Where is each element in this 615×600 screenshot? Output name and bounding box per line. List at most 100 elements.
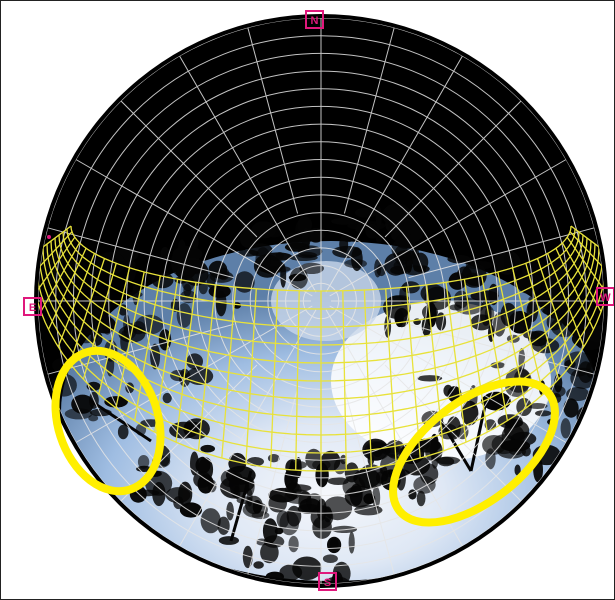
compass-marker-west: W	[596, 287, 614, 306]
polar-grid-spoke	[384, 364, 522, 502]
tree-canopy	[38, 203, 604, 584]
foliage-blob	[493, 312, 506, 337]
polar-grid-spoke	[75, 305, 313, 443]
foliage-blob	[266, 227, 283, 238]
compass-label-north: N	[311, 15, 319, 27]
foliage-blob	[228, 476, 255, 493]
foliage-blob	[447, 254, 471, 264]
foliage-blob	[173, 496, 184, 510]
foliage-blob	[160, 246, 170, 262]
foliage-blob	[260, 541, 279, 564]
sun-path-hour-line	[566, 236, 604, 294]
foliage-blob	[566, 387, 590, 401]
foliage-blob	[518, 348, 526, 372]
sun-path-hour-line	[405, 287, 421, 459]
foliage-blob	[117, 424, 129, 440]
foliage-blob	[308, 228, 324, 243]
foliage-blob	[64, 335, 75, 347]
foliage-blob	[598, 441, 604, 455]
sun-path-hour-line	[221, 287, 237, 459]
foliage-blob	[239, 228, 257, 248]
polar-grid-spoke	[329, 305, 567, 443]
polar-grid-spoke	[247, 388, 299, 575]
foliage-blob	[527, 403, 548, 409]
foliage-blob	[344, 485, 374, 508]
foliage-blob	[289, 267, 308, 290]
sun-path-hour-line	[546, 253, 585, 348]
sun-path-hour-line	[47, 247, 87, 330]
foliage-blob	[394, 308, 410, 328]
foliage-blob	[88, 414, 99, 422]
foliage-blob	[484, 419, 497, 431]
foliage-blob	[297, 216, 313, 233]
polar-grid-spoke	[75, 159, 313, 297]
foliage-blob	[585, 325, 604, 343]
sun-path-hour-line	[57, 253, 96, 348]
foliage-blob	[71, 394, 94, 414]
foliage-blob	[274, 527, 284, 535]
tree-branch	[229, 470, 253, 542]
sun-path-hour-line	[426, 284, 445, 451]
foliage-blob	[135, 314, 164, 335]
foliage-blob	[280, 263, 287, 288]
foliage-blob	[344, 462, 359, 483]
compass-marker-north: N	[305, 10, 324, 29]
foliage-blob	[358, 464, 385, 490]
sun-path-hour-line	[40, 242, 81, 312]
foliage-blob	[226, 501, 234, 521]
foliage-blob	[217, 516, 230, 535]
foliage-blob	[193, 471, 212, 488]
foliage-blob	[263, 252, 293, 261]
compass-label-west: W	[600, 292, 611, 304]
foliage-blob	[215, 290, 227, 317]
sun-path-hour-line	[555, 247, 595, 330]
sun-path-hour-line	[197, 284, 216, 451]
foliage-blob	[586, 362, 594, 378]
foliage-blob	[288, 535, 299, 553]
sun-path-hour-line	[481, 275, 509, 421]
compass-marker-east: E	[23, 297, 42, 316]
sun-path-hour-line	[38, 225, 72, 257]
foliage-blob	[86, 381, 101, 391]
foliage-blob	[208, 260, 228, 278]
foliage-blob	[585, 424, 595, 445]
foliage-blob	[191, 234, 199, 250]
polar-grid-spoke	[343, 388, 395, 575]
compass-marker-south: S	[318, 572, 337, 591]
foliage-blob	[332, 245, 362, 258]
foliage-blob	[312, 516, 332, 539]
foliage-blob	[207, 479, 217, 493]
foliage-blob	[372, 486, 381, 509]
polar-grid-spoke	[408, 227, 595, 279]
polar-grid-spoke	[343, 27, 395, 214]
foliage-blob	[292, 556, 322, 581]
foliage-blob	[560, 418, 571, 439]
foliage-blob	[327, 536, 342, 554]
foliage-blob	[118, 304, 128, 316]
sun-path-hour-line	[570, 225, 604, 257]
foliage-blob	[574, 444, 601, 467]
foliage-blob	[315, 462, 329, 488]
foliage-blob	[601, 438, 604, 445]
foliage-blob	[175, 266, 196, 279]
sun-path-hour-line	[38, 236, 76, 294]
foliage-blob	[242, 545, 253, 569]
polar-grid-spoke	[325, 55, 463, 293]
polar-grid-spoke	[120, 100, 258, 238]
foliage-blob	[563, 398, 579, 418]
sun-path-hour-line	[295, 290, 300, 471]
sun-path-hour-line	[561, 242, 602, 312]
foliage-blob	[306, 493, 323, 511]
foliage-blob	[186, 353, 203, 370]
foliage-blob	[284, 232, 302, 243]
foliage-blob	[508, 311, 532, 334]
foliage-blob	[218, 536, 239, 545]
polar-grid-spoke	[384, 100, 522, 238]
foliage-blob	[535, 410, 552, 417]
foliage-blob	[182, 275, 195, 292]
foliage-blob	[500, 439, 531, 452]
foliage-blob	[393, 245, 410, 266]
sun-path-hour-line	[385, 288, 397, 464]
foliage-blob	[348, 531, 355, 554]
foliage-blob	[395, 233, 416, 249]
